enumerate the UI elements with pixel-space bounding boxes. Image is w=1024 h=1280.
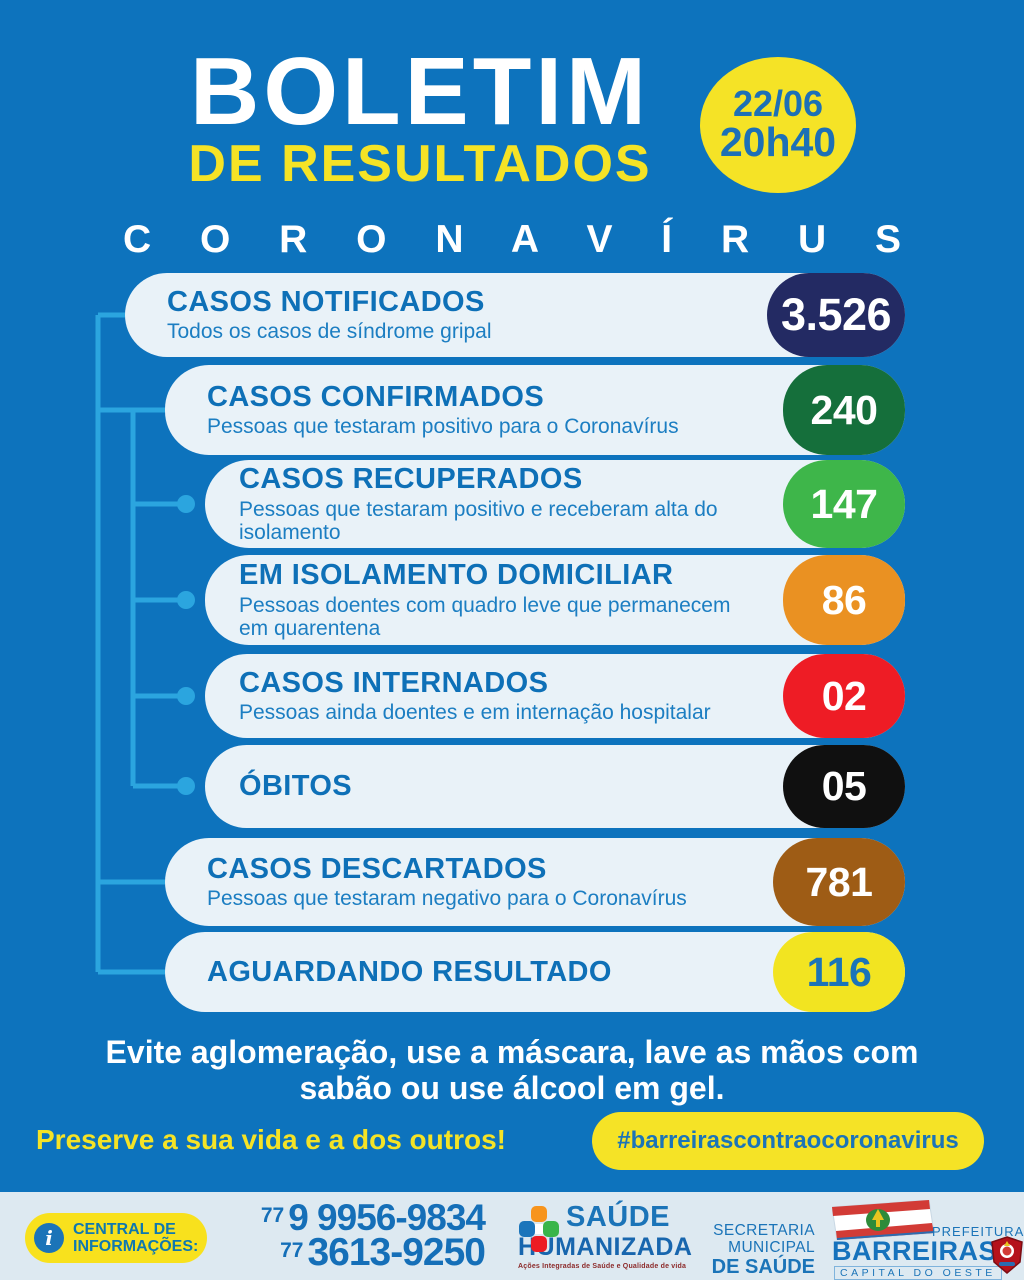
page-title: BOLETIM: [190, 38, 650, 145]
info-center-label: CENTRAL DE INFORMAÇÕES:: [73, 1220, 199, 1255]
info-icon: i: [34, 1223, 64, 1253]
phone-1: 77 9 9956-9834: [260, 1197, 486, 1238]
info-center-capsule: i CENTRAL DE INFORMAÇÕES:: [25, 1213, 207, 1263]
stat-value-pill: 781: [773, 838, 905, 926]
barreiras-logo: PREFEITURA BARREIRAS CAPITAL DO OESTE: [832, 1200, 1024, 1280]
phone-numbers: 77 9 9956-9834 77 3613-9250: [195, 1197, 486, 1275]
stat-subtitle: Pessoas que testaram positivo para o Cor…: [207, 415, 679, 439]
stat-subtitle: Pessoas que testaram positivo e recebera…: [239, 497, 718, 544]
saude-humanizada-logo: SAÚDE HUMANIZADA Ações Integradas de Saú…: [518, 1201, 692, 1271]
stat-title: CASOS DESCARTADOS: [207, 852, 547, 885]
footer-bar: i CENTRAL DE INFORMAÇÕES: 77 9 9956-9834 …: [0, 1192, 1024, 1280]
page-subtitle: DE RESULTADOS: [188, 135, 652, 193]
secretaria-label: SECRETARIA MUNICIPAL DE SAÚDE: [711, 1222, 815, 1279]
stat-card: AGUARDANDO RESULTADO 116: [165, 932, 905, 1012]
phone-2: 77 3613-9250: [280, 1231, 486, 1275]
stat-card: ÓBITOS 05: [205, 745, 905, 828]
coat-of-arms-icon: [991, 1236, 1023, 1274]
stat-title: ÓBITOS: [239, 770, 353, 803]
stat-card: CASOS CONFIRMADOS Pessoas que testaram p…: [165, 365, 905, 455]
prevention-message-line1: Evite aglomeração, use a máscara, lave a…: [105, 1034, 919, 1070]
stat-card: CASOS RECUPERADOS Pessoas que testaram p…: [205, 460, 905, 548]
stat-subtitle: Pessoas ainda doentes e em internação ho…: [239, 701, 711, 725]
health-cross-icon: [519, 1206, 559, 1252]
stat-card: CASOS DESCARTADOS Pessoas que testaram n…: [165, 838, 905, 926]
prefeitura-label: PREFEITURA: [932, 1224, 1024, 1239]
stat-subtitle: Todos os casos de síndrome gripal: [167, 320, 492, 344]
stat-card: CASOS NOTIFICADOS Todos os casos de sínd…: [125, 273, 905, 357]
hashtag-pill: #barreirascontraocoronavirus: [592, 1112, 984, 1170]
barreiras-flag-icon: [832, 1200, 934, 1240]
stat-value-pill: 05: [783, 745, 905, 828]
report-date: 22/06: [732, 82, 824, 124]
stat-value-pill: 3.526: [767, 273, 905, 357]
stat-value-pill: 240: [783, 365, 905, 455]
stat-title: CASOS RECUPERADOS: [239, 463, 583, 496]
saude-name-line1: SAÚDE: [566, 1201, 671, 1233]
stat-card: EM ISOLAMENTO DOMICILIAR Pessoas doentes…: [205, 555, 905, 645]
stat-card: CASOS INTERNADOS Pessoas ainda doentes e…: [205, 654, 905, 738]
stat-title: AGUARDANDO RESULTADO: [207, 955, 612, 988]
city-name: BARREIRAS: [832, 1236, 998, 1266]
saude-tagline: Ações Integradas de Saúde e Qualidade de…: [518, 1263, 687, 1270]
date-time-badge: 22/06 20h40: [700, 57, 856, 193]
stat-title: EM ISOLAMENTO DOMICILIAR: [239, 559, 674, 592]
stat-value-pill: 86: [783, 555, 905, 645]
stat-subtitle: Pessoas doentes com quadro leve que perm…: [239, 593, 731, 640]
stat-title: CASOS NOTIFICADOS: [167, 285, 485, 318]
stat-value-pill: 02: [783, 654, 905, 738]
stat-value-pill: 147: [783, 460, 905, 548]
city-tagline: CAPITAL DO OESTE: [834, 1266, 1002, 1280]
stat-subtitle: Pessoas que testaram negativo para o Cor…: [207, 887, 687, 911]
stat-title: CASOS CONFIRMADOS: [207, 380, 545, 413]
topic-title: C O R O N A V Í R U S: [123, 218, 920, 261]
prevention-message: Evite aglomeração, use a máscara, lave a…: [0, 1034, 1024, 1107]
stats-list: CASOS NOTIFICADOS Todos os casos de sínd…: [0, 273, 1024, 1012]
stat-value-pill: 116: [773, 932, 905, 1012]
stat-title: CASOS INTERNADOS: [239, 666, 549, 699]
prevention-message-line2: sabão ou use álcool em gel.: [299, 1070, 725, 1107]
cta-text: Preserve a sua vida e a dos outros!: [36, 1124, 506, 1155]
report-time: 20h40: [719, 119, 837, 166]
